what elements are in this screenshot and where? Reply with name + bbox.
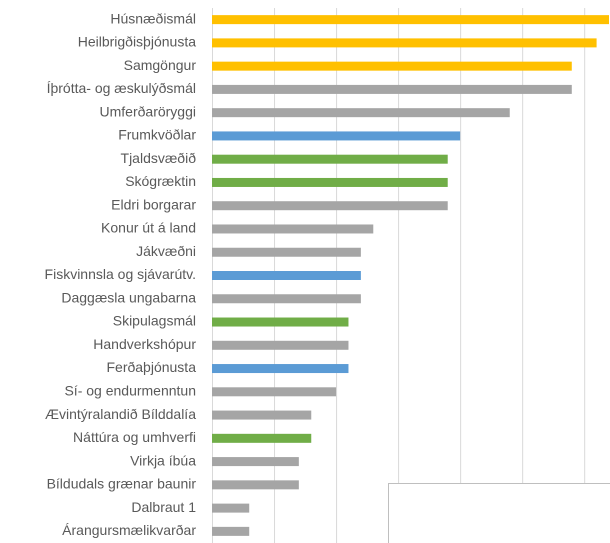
y-tick-label: Fiskvinnsla og sjávarútv.: [45, 266, 196, 282]
bar: [212, 387, 337, 397]
bar: [212, 247, 361, 257]
y-tick-label: Bíldudals grænar baunir: [47, 476, 197, 492]
bar: [212, 364, 349, 374]
y-tick-label: Ferðaþjónusta: [106, 359, 196, 375]
y-tick-label: Handverkshópur: [93, 336, 196, 352]
y-tick-label: Daggæsla ungabarna: [61, 289, 196, 305]
bar: [212, 108, 510, 118]
y-tick-label: Heilbrigðisþjónusta: [78, 34, 197, 50]
y-tick-label: Sí- og endurmenntun: [64, 383, 196, 399]
overlay-box: [388, 483, 610, 543]
y-tick-label: Samgöngur: [124, 57, 197, 73]
bar: [212, 457, 299, 467]
y-tick-label: Konur út á land: [101, 220, 196, 236]
bar: [212, 526, 250, 536]
bar: [212, 177, 448, 187]
y-tick-label: Frumkvöðlar: [118, 127, 196, 143]
y-tick-label: Árangursmælikvarðar: [62, 522, 196, 538]
y-tick-label: Dalbraut 1: [131, 499, 196, 515]
bar: [212, 317, 349, 327]
bar: [212, 271, 361, 280]
bar: [212, 433, 312, 443]
y-tick-label: Náttúra og umhverfi: [73, 429, 196, 445]
bar: [212, 480, 299, 490]
y-tick-label: Jákvæðni: [136, 243, 196, 259]
bar: [212, 410, 312, 420]
bar: [212, 340, 349, 350]
bar: [212, 503, 250, 513]
bar: [212, 224, 374, 234]
y-tick-label: Eldri borgarar: [111, 196, 196, 212]
bar: [212, 15, 609, 25]
y-tick-label: Virkja íbúa: [130, 452, 196, 468]
y-tick-label: Skógræktin: [125, 173, 196, 189]
bar: [212, 294, 361, 304]
y-tick-label: Umferðaröryggi: [100, 103, 196, 119]
y-tick-label: Húsnæðismál: [110, 10, 196, 26]
bar: [212, 38, 597, 48]
y-tick-label: Skipulagsmál: [113, 313, 196, 329]
bar: [212, 201, 448, 211]
y-tick-label: Íþrótta- og æskulýðsmál: [47, 80, 196, 96]
y-tick-label: Ævintýralandið Bílddalía: [45, 406, 196, 422]
bar: [212, 154, 448, 164]
bar: [212, 131, 461, 141]
bar: [212, 61, 572, 71]
y-tick-label: Tjaldsvæðið: [121, 150, 197, 166]
bar: [212, 84, 572, 94]
